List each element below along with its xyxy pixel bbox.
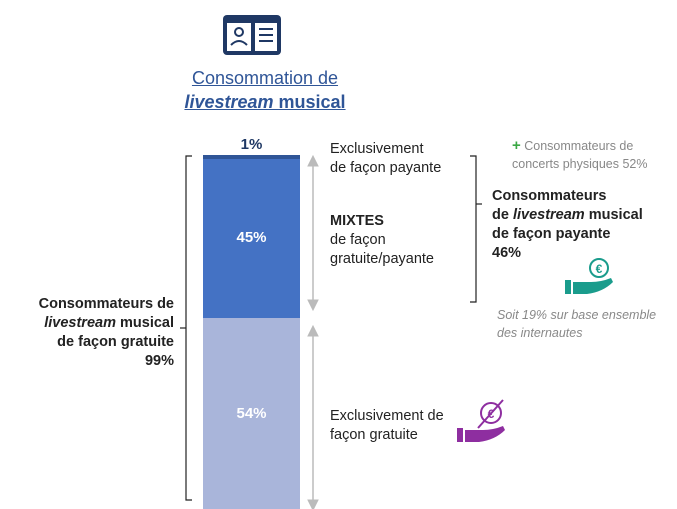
group-text: musical bbox=[588, 207, 643, 223]
group-emphasis: livestream bbox=[44, 315, 116, 331]
group-text: Consommateurs de bbox=[38, 296, 174, 312]
value-label: 1% bbox=[240, 136, 263, 153]
group-text: de bbox=[492, 207, 509, 223]
paid-icon: € bbox=[565, 258, 613, 294]
concerts-note: + Consommateurs de concerts physiques 52… bbox=[512, 137, 677, 173]
group-emphasis: livestream bbox=[512, 207, 585, 223]
svg-text:€: € bbox=[596, 262, 603, 276]
group-text: Consommateurs bbox=[492, 188, 607, 204]
note-text: Consommateurs de concerts physiques 52% bbox=[512, 139, 648, 171]
group-paid: Consommateurs de livestream musical de f… bbox=[492, 187, 643, 263]
plus-sign: + bbox=[512, 137, 521, 154]
group-free: Consommateurs de livestream musical de f… bbox=[0, 295, 174, 371]
group-text: de façon payante bbox=[492, 226, 611, 242]
series-detail: façon gratuite bbox=[330, 427, 418, 443]
bracket-free bbox=[185, 155, 192, 501]
bar-segment bbox=[203, 155, 300, 159]
series-name: Exclusivement de bbox=[330, 408, 444, 424]
group-total: 99% bbox=[144, 353, 174, 369]
series-detail: de façon payante bbox=[330, 160, 442, 176]
bar-segment bbox=[203, 318, 300, 509]
title-line: Consommation de bbox=[191, 68, 339, 88]
arrows bbox=[307, 154, 319, 509]
series-name: Exclusivement bbox=[330, 141, 424, 157]
series-label: Exclusivement de façon payante bbox=[330, 140, 441, 178]
value-label: 54% bbox=[236, 405, 267, 423]
bar-segment bbox=[203, 158, 300, 319]
series-label: MIXTES de façon gratuite/payante bbox=[330, 212, 470, 269]
base-note: Soit 19% sur base ensemble des internaut… bbox=[497, 308, 657, 340]
series-name: MIXTES bbox=[330, 213, 384, 229]
chart-title: Consommation de livestream musical bbox=[130, 66, 400, 114]
bracket-paid bbox=[470, 155, 477, 303]
value-label: 45% bbox=[236, 229, 267, 247]
group-text: de façon gratuite bbox=[57, 334, 174, 350]
free-icon: € bbox=[457, 399, 505, 442]
series-label: Exclusivement de façon gratuite bbox=[330, 407, 444, 445]
series-detail: de façon gratuite/payante bbox=[330, 232, 434, 267]
stacked-bar: 54% 45% 1% bbox=[203, 0, 300, 509]
group-text: musical bbox=[120, 315, 174, 331]
title-icon bbox=[223, 15, 281, 55]
title-rest: musical bbox=[278, 92, 346, 112]
title-emphasis: livestream bbox=[184, 92, 274, 112]
group-total: 46% bbox=[492, 245, 522, 261]
